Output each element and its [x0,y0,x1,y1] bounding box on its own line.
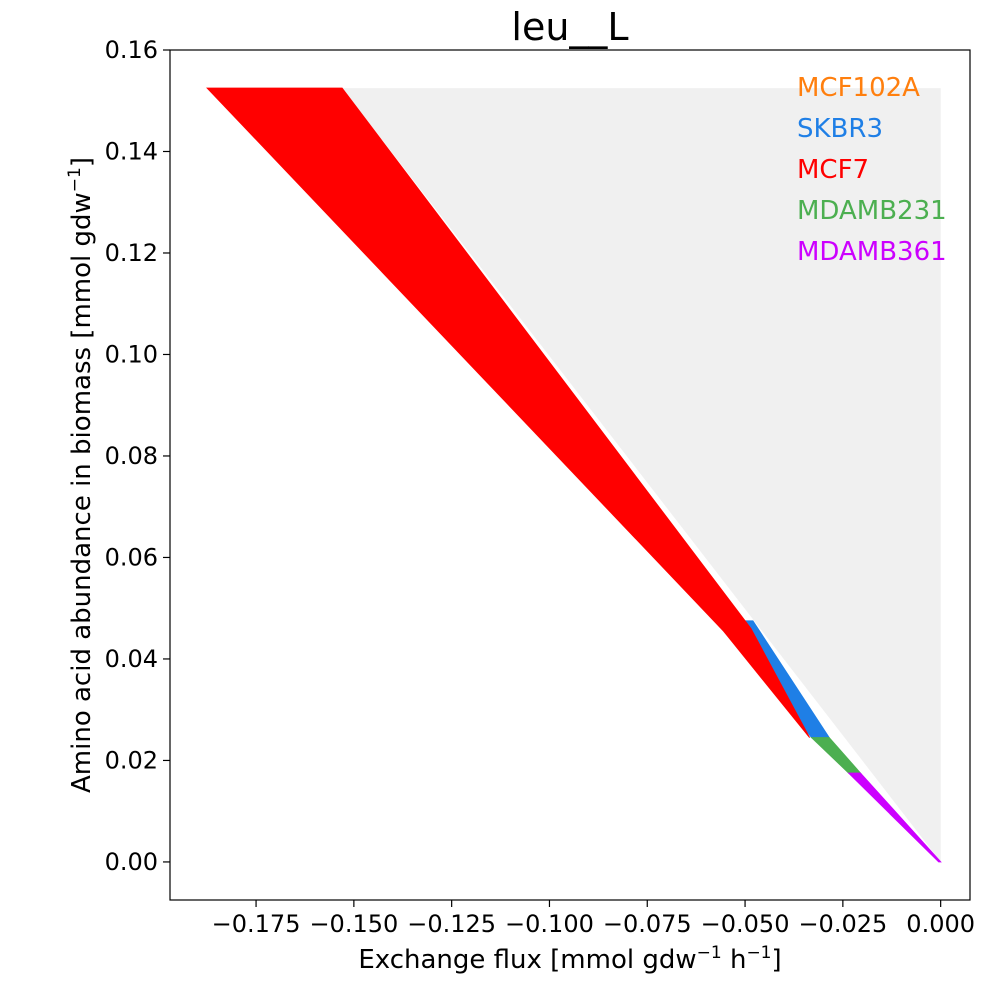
legend-entry-mcf7: MCF7 [797,155,869,185]
y-tick-label: 0.02 [105,746,158,774]
y-axis-label: Amino acid abundance in biomass [mmol gd… [65,157,97,793]
legend-entry-mcf102a: MCF102A [797,73,920,103]
x-axis: −0.175 −0.150 −0.125 −0.100 −0.075 −0.050 −0.0… [212,900,975,938]
legend-entry-skbr3: SKBR3 [797,114,883,144]
y-tick-label: 0.08 [105,442,158,470]
x-tick-label: 0.000 [906,910,975,938]
x-tick-label: −0.050 [701,910,790,938]
y-tick-label: 0.16 [105,36,158,64]
plot-area [206,87,942,863]
y-tick-label: 0.04 [105,645,158,673]
x-tick-label: −0.125 [407,910,496,938]
legend-entry-mdamb361: MDAMB361 [797,237,947,267]
plot-frame [169,49,971,901]
x-tick-label: −0.150 [309,910,398,938]
feasible-region [342,88,941,862]
y-tick-label: 0.14 [105,137,158,165]
y-axis: 0.00 0.02 0.04 0.06 0.08 0.10 0.12 0.14 0.16 [105,36,170,876]
chart-title: leu__L [511,5,628,49]
series-mcf7-region [206,87,811,738]
x-tick-label: −0.100 [505,910,594,938]
legend-entry-mdamb231: MDAMB231 [797,196,947,226]
x-axis-label: Exchange flux [mmol gdw−1 h−1] [358,943,781,975]
y-tick-label: 0.12 [105,239,158,267]
x-tick-label: −0.025 [798,910,887,938]
legend: MCF102A SKBR3 MCF7 MDAMB231 MDAMB361 [797,73,947,267]
y-tick-label: 0.10 [105,340,158,368]
x-tick-label: −0.175 [212,910,301,938]
series-mdamb361-region [847,772,942,863]
y-tick-label: 0.06 [105,543,158,571]
x-tick-label: −0.075 [603,910,692,938]
y-tick-label: 0.00 [105,848,158,876]
